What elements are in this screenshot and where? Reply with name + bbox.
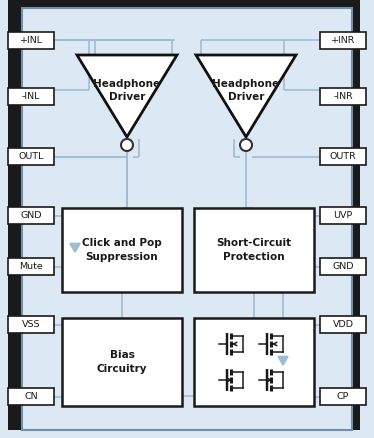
Bar: [22, 8, 352, 430]
Polygon shape: [196, 55, 296, 137]
Bar: [8, 388, 54, 405]
Bar: [8, 148, 54, 165]
Polygon shape: [278, 357, 288, 365]
Text: UVP: UVP: [333, 211, 353, 220]
Text: +INL: +INL: [19, 36, 43, 45]
Text: Bias
Circuitry: Bias Circuitry: [97, 350, 147, 374]
Text: -INL: -INL: [22, 92, 40, 101]
Text: VDD: VDD: [332, 320, 353, 329]
Bar: [8, 88, 54, 105]
Bar: [320, 32, 366, 49]
Bar: [320, 388, 366, 405]
Text: Headphone
Driver: Headphone Driver: [94, 79, 160, 102]
Bar: [194, 318, 314, 406]
Bar: [320, 148, 366, 165]
Circle shape: [121, 139, 133, 151]
Bar: [62, 318, 182, 406]
Bar: [8, 316, 54, 333]
Polygon shape: [77, 55, 177, 137]
Circle shape: [240, 139, 252, 151]
Text: GND: GND: [20, 211, 42, 220]
Text: Short-Circuit
Protection: Short-Circuit Protection: [217, 238, 292, 261]
Text: CP: CP: [337, 392, 349, 401]
Text: OUTR: OUTR: [329, 152, 356, 161]
Bar: [62, 208, 182, 292]
Text: VSS: VSS: [22, 320, 40, 329]
Bar: [194, 208, 314, 292]
Text: Headphone
Driver: Headphone Driver: [212, 79, 279, 102]
Bar: [320, 258, 366, 275]
Text: OUTL: OUTL: [18, 152, 44, 161]
Bar: [8, 32, 54, 49]
Text: GND: GND: [332, 262, 354, 271]
Bar: [320, 207, 366, 224]
Polygon shape: [70, 244, 80, 252]
Bar: [8, 258, 54, 275]
Bar: [8, 207, 54, 224]
Text: CN: CN: [24, 392, 38, 401]
Text: Mute: Mute: [19, 262, 43, 271]
Text: +INR: +INR: [331, 36, 355, 45]
Text: Click and Pop
Suppression: Click and Pop Suppression: [82, 238, 162, 261]
Text: -INR: -INR: [333, 92, 353, 101]
Bar: [320, 316, 366, 333]
Bar: [320, 88, 366, 105]
